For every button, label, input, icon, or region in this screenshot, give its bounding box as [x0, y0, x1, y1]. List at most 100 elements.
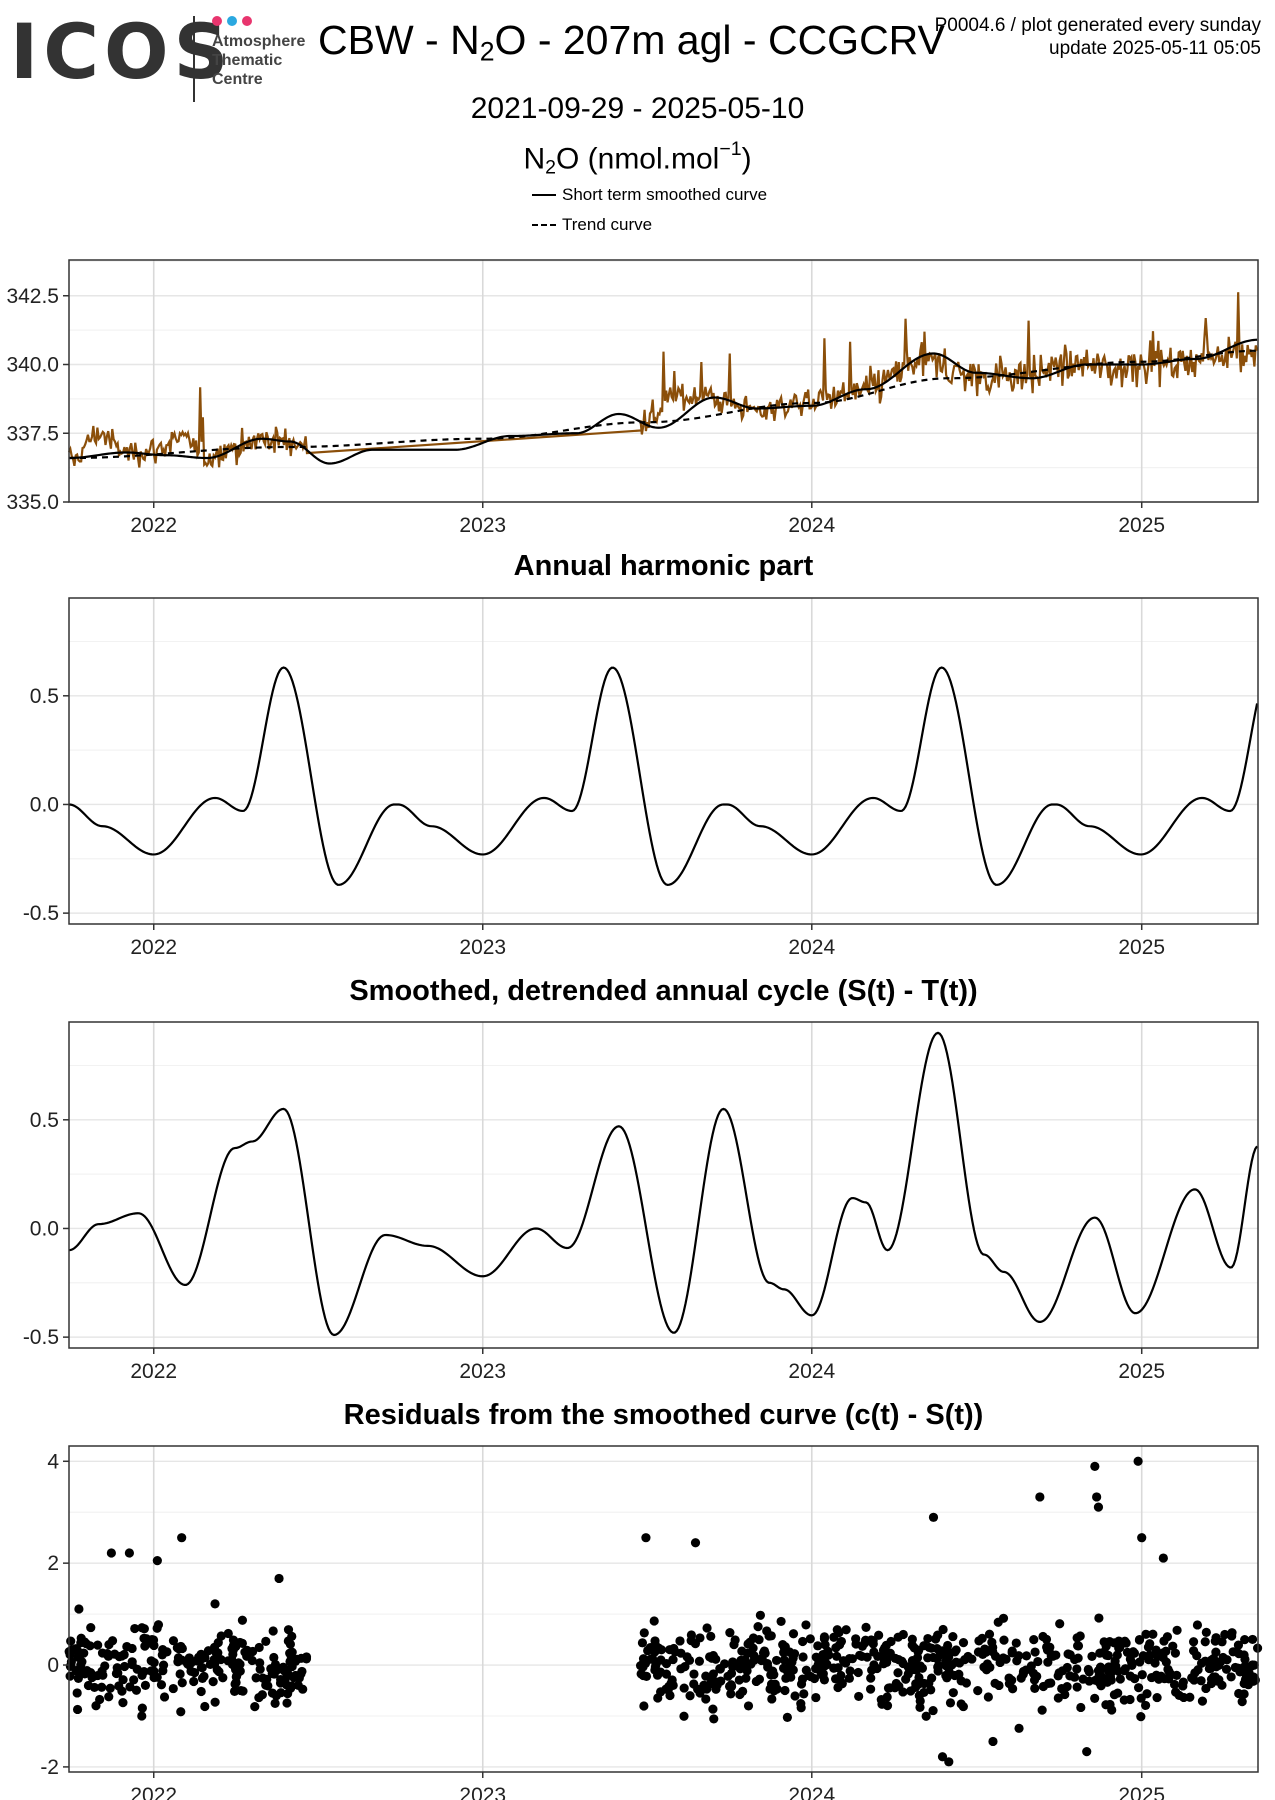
data-point — [666, 1678, 676, 1689]
data-point — [1141, 1700, 1151, 1711]
data-point — [1152, 1692, 1162, 1703]
y-tick-label: -0.5 — [23, 1326, 59, 1349]
data-point — [685, 1691, 695, 1701]
chart-panel-0: 335.0 337.5 340.0 342.5 2022 2023 2024 2025 — [6, 259, 1259, 537]
data-point — [836, 1670, 846, 1681]
data-point — [285, 1649, 295, 1659]
data-point — [932, 1654, 942, 1664]
data-point — [209, 1655, 219, 1665]
data-point — [665, 1690, 675, 1701]
data-point — [173, 1653, 184, 1663]
data-point — [1101, 1700, 1111, 1710]
plot-frame — [68, 259, 1259, 503]
data-point — [647, 1653, 658, 1664]
chart-title: Residuals from the smoothed curve (c(t) … — [344, 1399, 984, 1431]
data-point — [1247, 1634, 1258, 1645]
data-point — [780, 1642, 790, 1652]
data-point — [91, 1701, 101, 1711]
data-point — [82, 1665, 92, 1676]
data-point — [156, 1680, 167, 1690]
data-point — [705, 1679, 715, 1689]
data-point — [238, 1686, 248, 1696]
data-point — [837, 1679, 847, 1689]
data-point — [1148, 1629, 1158, 1639]
data-point — [695, 1688, 705, 1698]
data-point — [906, 1686, 916, 1696]
data-point — [152, 1623, 162, 1633]
data-point — [711, 1654, 721, 1664]
data-point — [1233, 1663, 1243, 1673]
data-point — [927, 1673, 937, 1683]
data-point — [762, 1626, 772, 1636]
data-point — [1153, 1651, 1163, 1662]
data-point — [942, 1659, 952, 1669]
data-point — [1240, 1635, 1250, 1645]
data-point — [741, 1673, 751, 1683]
data-point — [787, 1657, 797, 1667]
data-point — [85, 1641, 95, 1651]
data-point — [1233, 1640, 1244, 1650]
data-point — [742, 1666, 752, 1676]
data-point — [247, 1655, 257, 1666]
x-tick-label: 2024 — [788, 1360, 835, 1383]
data-point — [649, 1616, 659, 1626]
data-point — [118, 1675, 128, 1685]
y-tick-label: 342.5 — [6, 285, 59, 308]
data-point — [921, 1711, 931, 1721]
data-point — [694, 1656, 705, 1666]
data-point — [998, 1613, 1009, 1623]
data-point — [988, 1642, 998, 1653]
data-point — [1037, 1705, 1047, 1715]
data-point — [1065, 1650, 1075, 1660]
data-point — [1107, 1705, 1117, 1715]
data-point — [250, 1702, 260, 1712]
data-point — [779, 1655, 789, 1665]
data-point — [790, 1691, 800, 1701]
data-point — [137, 1670, 147, 1680]
data-point — [1119, 1695, 1129, 1705]
data-point — [1090, 1461, 1100, 1471]
data-point — [894, 1681, 904, 1691]
data-point — [670, 1647, 680, 1657]
data-point — [1014, 1723, 1024, 1733]
chart-title: Smoothed, detrended annual cycle (S(t) -… — [349, 975, 977, 1007]
data-point — [176, 1707, 186, 1717]
data-point — [973, 1686, 983, 1696]
data-point — [967, 1654, 977, 1664]
data-point — [638, 1654, 649, 1664]
data-point — [203, 1646, 213, 1656]
chart-title: Annual harmonic part — [514, 550, 814, 582]
data-point — [951, 1645, 961, 1655]
x-tick-label: 2025 — [1118, 936, 1165, 959]
data-point — [1021, 1651, 1032, 1661]
data-point — [923, 1653, 933, 1663]
x-tick-label: 2025 — [1118, 1360, 1165, 1383]
data-point — [279, 1666, 290, 1676]
data-point — [230, 1679, 240, 1689]
x-tick-label: 2024 — [788, 1784, 835, 1800]
data-point — [97, 1682, 107, 1692]
y-tick-label: 4 — [47, 1450, 59, 1473]
data-point — [853, 1667, 863, 1678]
data-point — [866, 1635, 876, 1645]
data-point — [287, 1661, 297, 1672]
data-point — [788, 1629, 799, 1639]
data-point — [909, 1643, 919, 1653]
data-point — [675, 1636, 685, 1646]
data-point — [152, 1556, 162, 1566]
data-point — [984, 1629, 995, 1639]
data-point — [1114, 1643, 1124, 1653]
x-tick-label: 2023 — [459, 1784, 506, 1800]
data-point — [1096, 1681, 1106, 1691]
data-point — [706, 1631, 716, 1641]
data-point — [1193, 1665, 1203, 1675]
data-point — [1078, 1674, 1088, 1684]
data-point — [878, 1645, 889, 1655]
data-point — [1073, 1653, 1083, 1663]
data-point — [1069, 1672, 1080, 1682]
x-tick-label: 2025 — [1118, 1784, 1165, 1800]
data-point — [124, 1548, 134, 1558]
plot-frame — [68, 1445, 1259, 1773]
data-point — [650, 1662, 660, 1672]
